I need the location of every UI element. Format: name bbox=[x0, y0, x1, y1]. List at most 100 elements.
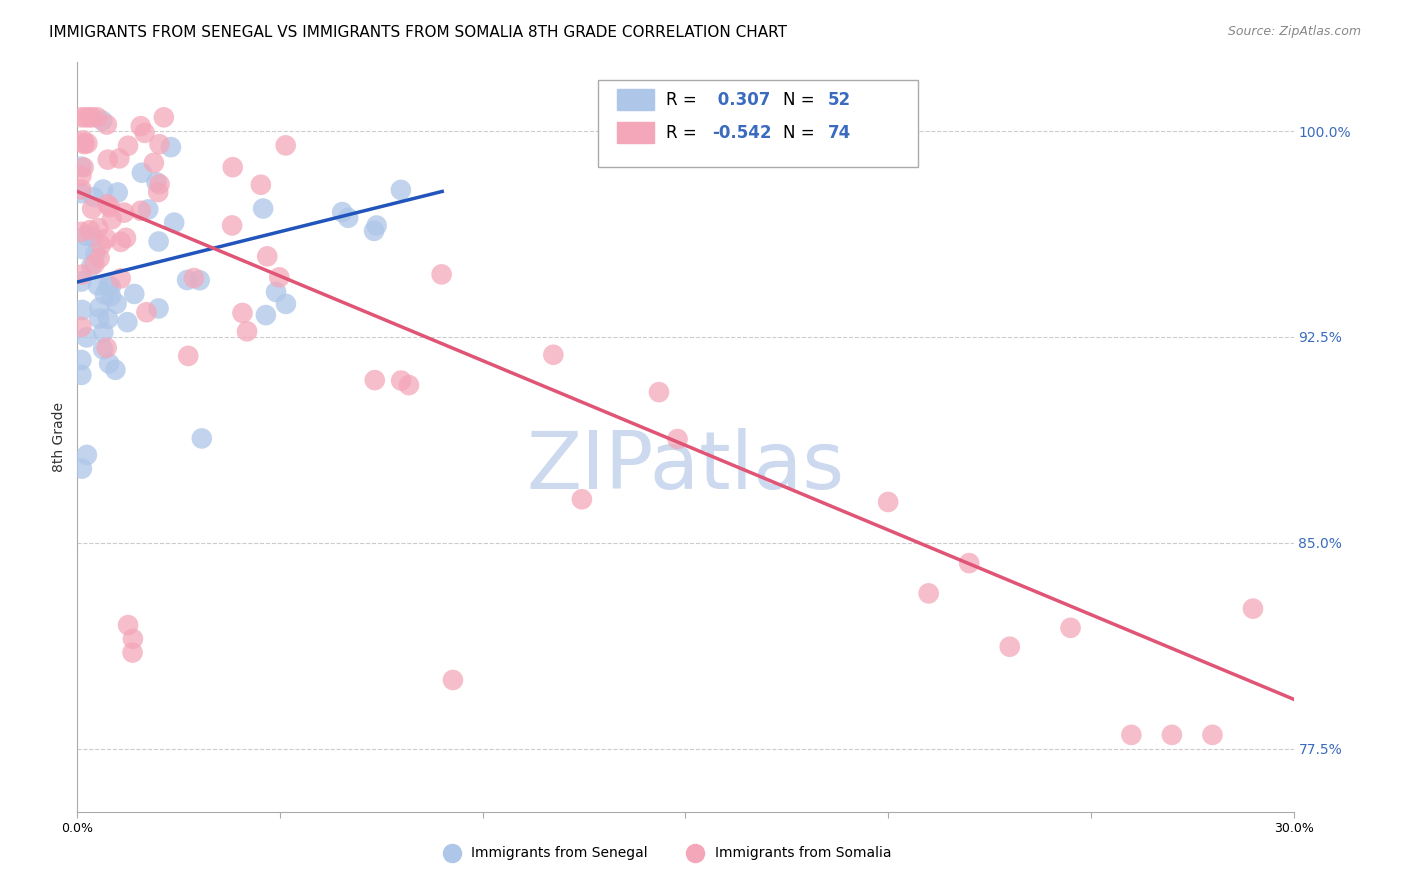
Point bbox=[97, 153, 120, 167]
Point bbox=[389, 183, 412, 197]
Point bbox=[142, 156, 165, 170]
Text: -0.542: -0.542 bbox=[713, 124, 772, 142]
Point bbox=[77, 111, 100, 125]
Point bbox=[117, 315, 139, 329]
Point bbox=[274, 297, 297, 311]
Point bbox=[75, 228, 97, 243]
Point bbox=[135, 305, 157, 319]
Text: N =: N = bbox=[783, 124, 820, 142]
Point bbox=[96, 197, 118, 211]
Text: Immigrants from Senegal: Immigrants from Senegal bbox=[471, 846, 648, 860]
Point bbox=[1121, 728, 1143, 742]
FancyBboxPatch shape bbox=[617, 89, 654, 111]
Point bbox=[112, 205, 135, 219]
Text: 0.307: 0.307 bbox=[713, 91, 770, 109]
Point bbox=[96, 341, 118, 355]
Point bbox=[73, 137, 96, 152]
Point bbox=[82, 229, 104, 244]
Point bbox=[117, 618, 139, 632]
Point bbox=[364, 373, 387, 387]
Point bbox=[131, 166, 153, 180]
Point bbox=[86, 111, 108, 125]
Point bbox=[72, 133, 94, 147]
Point bbox=[70, 186, 93, 201]
Text: R =: R = bbox=[666, 91, 702, 109]
Point bbox=[877, 495, 900, 509]
Point bbox=[96, 232, 118, 246]
Point bbox=[177, 349, 200, 363]
Point bbox=[188, 273, 211, 287]
Point bbox=[117, 138, 139, 153]
Point bbox=[72, 161, 94, 175]
Point bbox=[98, 357, 121, 371]
Point bbox=[89, 301, 111, 315]
Point bbox=[252, 202, 274, 216]
Point bbox=[70, 368, 93, 382]
Point bbox=[274, 138, 297, 153]
Point bbox=[918, 586, 941, 600]
Point bbox=[337, 211, 360, 225]
Text: N =: N = bbox=[783, 91, 820, 109]
Point bbox=[148, 177, 170, 191]
Point bbox=[1201, 728, 1223, 742]
Point bbox=[998, 640, 1021, 654]
Point bbox=[115, 231, 138, 245]
Point bbox=[441, 673, 464, 687]
Text: 52: 52 bbox=[828, 91, 851, 109]
Point bbox=[136, 202, 159, 217]
Point bbox=[89, 251, 111, 265]
FancyBboxPatch shape bbox=[598, 80, 918, 168]
Point bbox=[122, 632, 145, 646]
Point bbox=[75, 111, 97, 125]
Point bbox=[148, 235, 170, 249]
Point bbox=[72, 136, 94, 150]
Point bbox=[82, 202, 104, 216]
Point bbox=[183, 271, 205, 285]
Point bbox=[398, 378, 420, 392]
Point bbox=[430, 268, 453, 282]
Point bbox=[148, 301, 170, 316]
Text: IMMIGRANTS FROM SENEGAL VS IMMIGRANTS FROM SOMALIA 8TH GRADE CORRELATION CHART: IMMIGRANTS FROM SENEGAL VS IMMIGRANTS FR… bbox=[49, 25, 787, 40]
Point bbox=[108, 152, 131, 166]
Point bbox=[70, 461, 93, 475]
Point bbox=[163, 216, 186, 230]
Point bbox=[222, 160, 245, 174]
Point bbox=[70, 225, 93, 239]
Point bbox=[101, 212, 124, 227]
Point bbox=[89, 311, 111, 326]
Point bbox=[90, 238, 112, 252]
Point bbox=[121, 646, 143, 660]
Point bbox=[70, 160, 93, 174]
Text: ZIPatlas: ZIPatlas bbox=[526, 428, 845, 506]
Point bbox=[70, 169, 93, 183]
Point bbox=[91, 326, 114, 340]
Point bbox=[264, 285, 287, 299]
Point bbox=[1161, 728, 1184, 742]
Text: Immigrants from Somalia: Immigrants from Somalia bbox=[714, 846, 891, 860]
Point bbox=[98, 200, 121, 214]
Point bbox=[250, 178, 273, 192]
Point bbox=[70, 182, 93, 196]
Point bbox=[330, 205, 353, 219]
Point bbox=[145, 175, 167, 189]
Point bbox=[160, 140, 183, 154]
Text: 74: 74 bbox=[828, 124, 851, 142]
Point bbox=[129, 119, 152, 133]
Point bbox=[957, 556, 980, 570]
Point bbox=[148, 185, 170, 199]
Point bbox=[100, 289, 122, 303]
Point bbox=[91, 182, 114, 196]
Point bbox=[571, 492, 593, 507]
Point bbox=[83, 190, 105, 204]
Point bbox=[100, 279, 122, 293]
Point bbox=[1059, 621, 1081, 635]
Point bbox=[96, 118, 118, 132]
Point bbox=[107, 186, 129, 200]
Point bbox=[105, 297, 128, 311]
Point bbox=[254, 308, 277, 322]
Point bbox=[236, 324, 259, 338]
Point bbox=[76, 330, 98, 344]
Point bbox=[269, 270, 291, 285]
Point bbox=[70, 353, 93, 368]
FancyBboxPatch shape bbox=[617, 122, 654, 144]
